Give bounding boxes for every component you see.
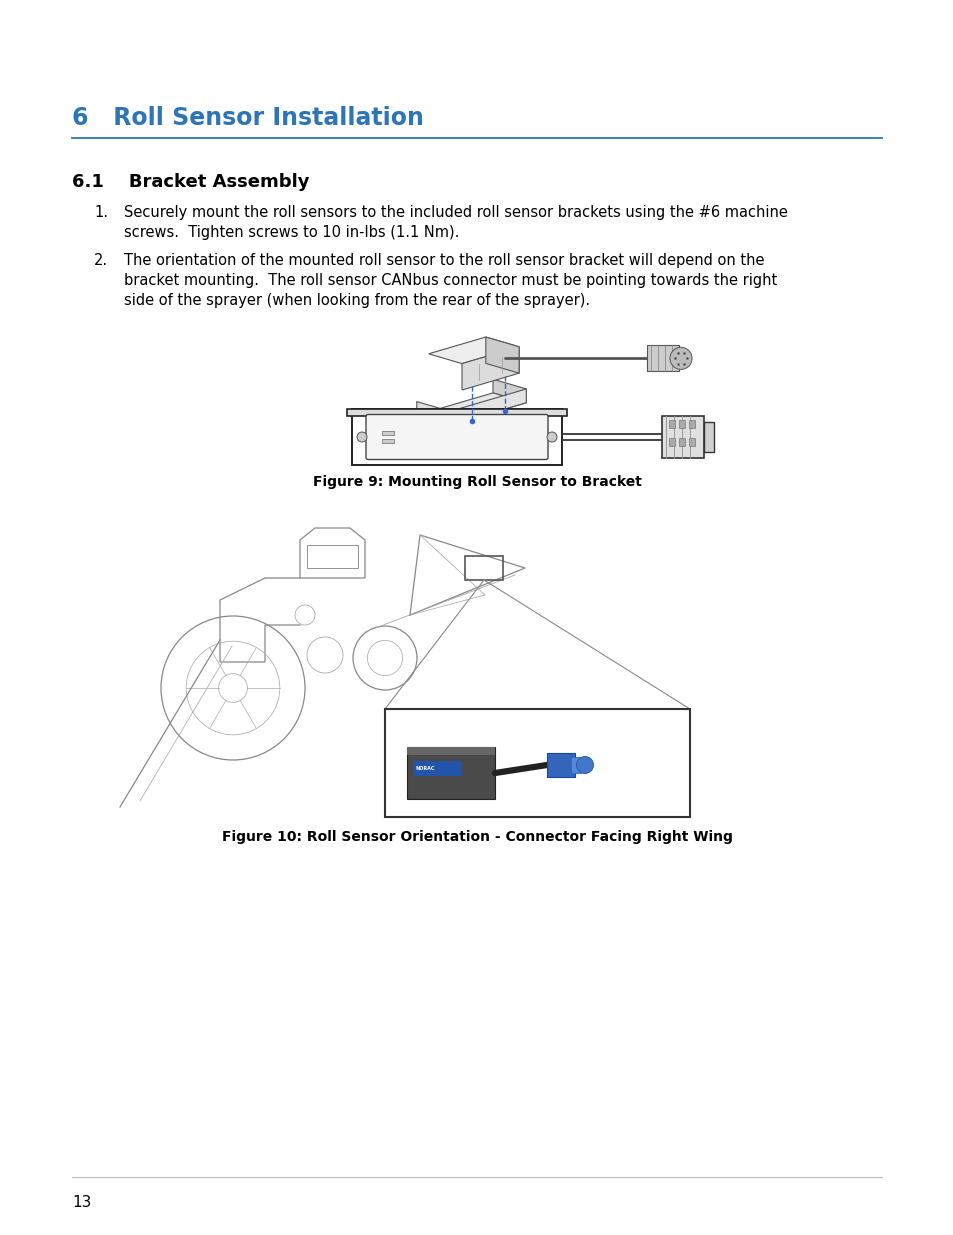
Bar <box>352 410 561 464</box>
Bar <box>668 438 675 446</box>
Bar <box>385 709 689 818</box>
Bar <box>679 438 684 446</box>
Circle shape <box>546 432 557 442</box>
Text: NORAC: NORAC <box>416 766 435 771</box>
Polygon shape <box>493 379 526 403</box>
Text: Figure 9: Mounting Roll Sensor to Bracket: Figure 9: Mounting Roll Sensor to Bracke… <box>313 475 640 489</box>
Bar <box>407 747 495 799</box>
Bar <box>381 431 394 435</box>
Bar <box>679 420 684 429</box>
Text: 2.: 2. <box>94 253 108 268</box>
Polygon shape <box>428 337 518 363</box>
Bar <box>661 416 703 458</box>
Text: Figure 10: Roll Sensor Orientation - Connector Facing Right Wing: Figure 10: Roll Sensor Orientation - Con… <box>221 830 732 844</box>
Text: 6.1    Bracket Assembly: 6.1 Bracket Assembly <box>71 173 309 191</box>
Bar <box>688 420 695 429</box>
Bar <box>407 747 495 755</box>
Polygon shape <box>450 389 526 425</box>
Circle shape <box>576 757 593 773</box>
Text: 6   Roll Sensor Installation: 6 Roll Sensor Installation <box>71 106 423 130</box>
Circle shape <box>356 432 367 442</box>
Bar <box>464 556 502 580</box>
Polygon shape <box>485 337 518 373</box>
FancyBboxPatch shape <box>366 415 547 459</box>
Bar <box>668 420 675 429</box>
Text: The orientation of the mounted roll sensor to the roll sensor bracket will depen: The orientation of the mounted roll sens… <box>124 253 777 308</box>
Bar <box>347 410 566 415</box>
Text: 1.: 1. <box>94 205 108 220</box>
Bar <box>646 346 679 372</box>
Circle shape <box>669 347 691 369</box>
Text: Securely mount the roll sensors to the included roll sensor brackets using the #: Securely mount the roll sensors to the i… <box>124 205 787 240</box>
Bar <box>413 761 461 776</box>
Bar <box>703 422 713 452</box>
Bar <box>381 438 394 443</box>
Bar <box>571 757 580 773</box>
Bar <box>688 438 695 446</box>
Polygon shape <box>416 401 450 425</box>
Text: 13: 13 <box>71 1195 91 1210</box>
Bar <box>546 753 575 777</box>
Polygon shape <box>416 393 526 425</box>
Polygon shape <box>461 347 518 390</box>
